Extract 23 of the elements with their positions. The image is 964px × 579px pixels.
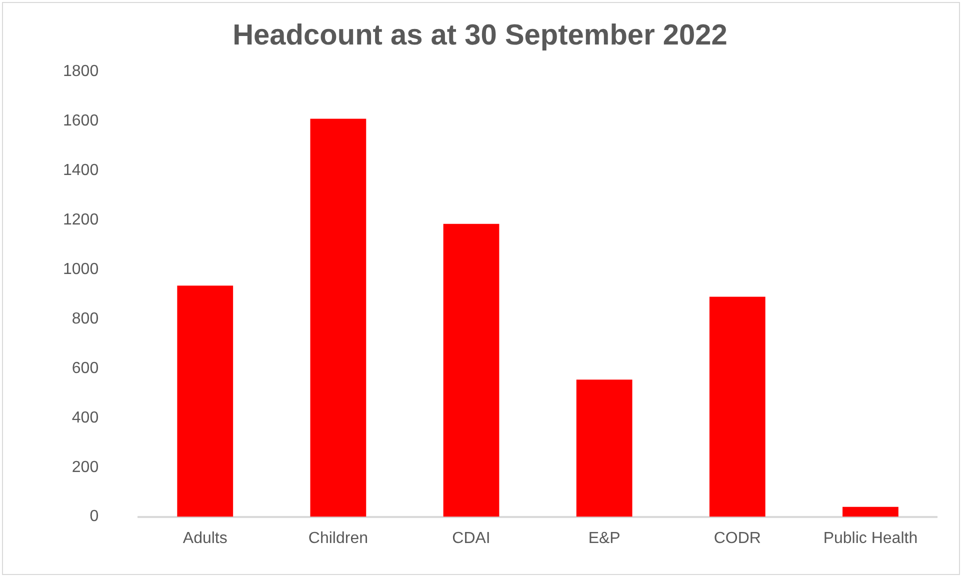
- x-tick-label: Children: [308, 530, 368, 547]
- bar: [709, 296, 766, 517]
- x-tick-label: CDAI: [452, 530, 490, 547]
- y-tick-label: 1400: [63, 162, 99, 180]
- chart-title: Headcount as at 30 September 2022: [232, 19, 728, 52]
- x-tick-label: CODR: [714, 530, 761, 547]
- y-tick-label: 200: [72, 458, 99, 476]
- y-tick-label: 1600: [63, 112, 99, 130]
- bar: [177, 286, 234, 517]
- y-tick-label: 1200: [63, 212, 99, 229]
- bar: [576, 380, 632, 517]
- y-tick-label: 400: [72, 409, 99, 426]
- bar: [842, 506, 898, 517]
- x-tick-label: Public Health: [823, 530, 918, 547]
- bar: [310, 118, 366, 517]
- y-tick-label: 800: [72, 310, 99, 328]
- y-tick-label: 1000: [63, 260, 99, 278]
- bar: [443, 224, 500, 517]
- x-tick-label: E&P: [588, 530, 620, 547]
- y-tick-label: 1800: [63, 63, 99, 80]
- y-tick-label: 0: [90, 508, 99, 526]
- y-tick-label: 600: [72, 360, 99, 377]
- x-tick-label: Adults: [182, 530, 228, 547]
